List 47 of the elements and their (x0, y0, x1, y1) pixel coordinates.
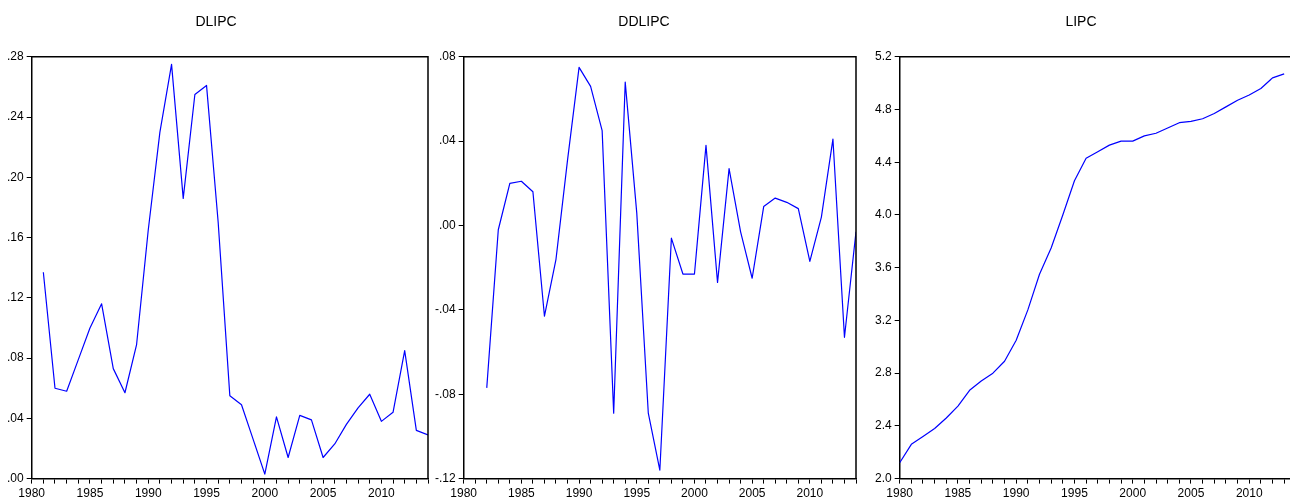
y-tick-label: .16 (6, 229, 24, 244)
chart-title: DLIPC (195, 13, 237, 30)
y-tick-label: 2.4 (874, 418, 892, 433)
y-tick-label: .04 (438, 133, 456, 148)
x-tick-label: 1990 (134, 486, 162, 501)
y-tick-label: 2.8 (874, 365, 892, 380)
y-tick-label: .04 (6, 410, 24, 425)
y-tick-label: .08 (438, 49, 456, 64)
x-tick-label: 2000 (681, 486, 709, 501)
y-tick-label: 4.4 (874, 154, 892, 169)
x-tick-label: 2010 (1235, 486, 1263, 501)
x-tick-label: 1995 (623, 486, 651, 501)
y-tick-label: 3.6 (874, 260, 892, 275)
y-tick-label: .20 (6, 169, 24, 184)
x-tick-label: 1980 (18, 486, 46, 501)
x-tick-label: 1980 (450, 486, 478, 501)
chart-title: DDLIPC (618, 13, 670, 30)
y-tick-label: .24 (6, 109, 24, 124)
y-tick-label: -.04 (434, 302, 456, 317)
y-tick-label: 4.8 (874, 101, 892, 116)
y-tick-label: .12 (6, 290, 24, 305)
y-tick-label: .08 (6, 350, 24, 365)
x-tick-label: 1985 (508, 486, 536, 501)
y-tick-label: 2.0 (874, 470, 892, 485)
x-tick-label: 1990 (565, 486, 593, 501)
x-tick-label: 2005 (309, 486, 337, 501)
x-tick-label: 1990 (1002, 486, 1030, 501)
x-tick-label: 2010 (368, 486, 396, 501)
x-tick-label: 1985 (944, 486, 972, 501)
x-tick-label: 2010 (796, 486, 824, 501)
y-tick-label: 5.2 (874, 49, 892, 64)
x-tick-label: 1995 (1061, 486, 1089, 501)
y-tick-label: .00 (438, 217, 456, 232)
x-tick-label: 1980 (886, 486, 914, 501)
y-tick-label: -.08 (434, 386, 456, 401)
x-tick-label: 1985 (76, 486, 104, 501)
x-tick-label: 1995 (193, 486, 221, 501)
x-tick-label: 2005 (738, 486, 766, 501)
y-tick-label: 4.0 (874, 207, 892, 222)
chart-title: LIPC (1065, 13, 1097, 30)
y-tick-label: 3.2 (874, 312, 892, 327)
x-tick-label: 2000 (1119, 486, 1147, 501)
y-tick-label: -.12 (434, 470, 456, 485)
x-tick-label: 2000 (251, 486, 279, 501)
y-tick-label: .28 (6, 49, 24, 64)
x-tick-label: 2005 (1177, 486, 1205, 501)
y-tick-label: .00 (6, 470, 24, 485)
